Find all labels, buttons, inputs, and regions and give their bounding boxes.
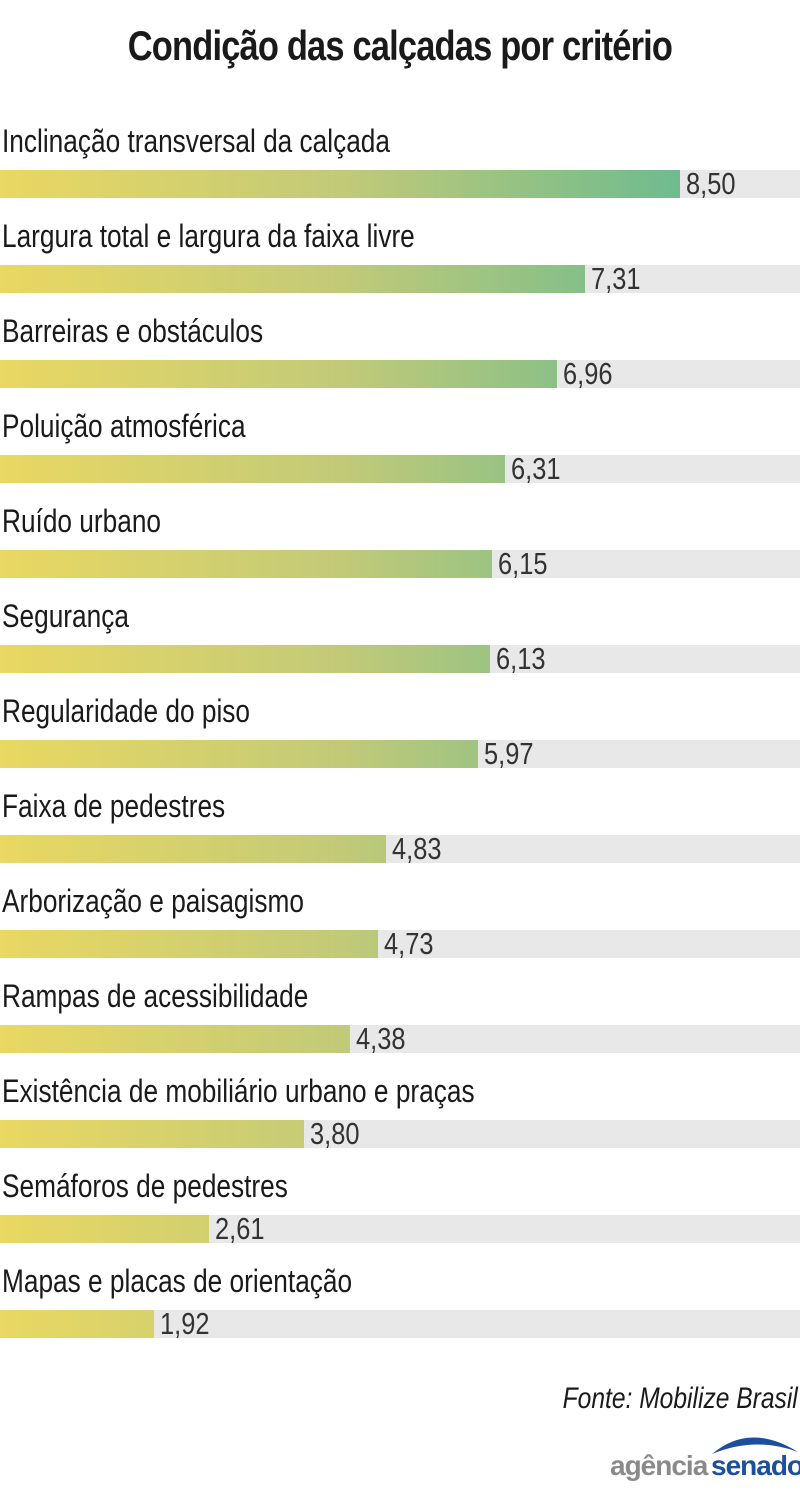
bar-track: 4,73 xyxy=(0,926,800,961)
bar-track: 4,83 xyxy=(0,831,800,866)
bar-track: 3,80 xyxy=(0,1116,800,1151)
bar-track: 4,38 xyxy=(0,1021,800,1056)
chart-title: Condição das calçadas por critério xyxy=(127,22,673,69)
value-label: 1,92 xyxy=(159,1306,210,1341)
bar xyxy=(0,455,505,483)
value-label: 6,15 xyxy=(498,546,548,581)
value-label: 4,73 xyxy=(384,926,434,961)
category-label: Barreiras e obstáculos xyxy=(2,313,264,349)
bar-row: Poluição atmosférica 6,31 xyxy=(0,408,800,498)
value-label: 6,13 xyxy=(496,641,546,676)
value-label: 5,97 xyxy=(483,736,534,771)
agencia-senado-logo: agência senado xyxy=(600,1430,800,1490)
bar-row: Semáforos de pedestres 2,61 xyxy=(0,1168,800,1258)
category-label: Inclinação transversal da calçada xyxy=(2,123,390,159)
bar-row: Segurança 6,13 xyxy=(0,598,800,688)
bar xyxy=(0,265,585,293)
value-label: 8,50 xyxy=(686,166,736,201)
source-note: Fonte: Mobilize Brasil xyxy=(562,1382,798,1415)
bar xyxy=(0,550,492,578)
bar-track: 6,13 xyxy=(0,641,800,676)
bar-track: 8,50 xyxy=(0,166,800,201)
logo-arc-icon xyxy=(712,1437,798,1454)
category-label: Mapas e placas de orientação xyxy=(2,1263,353,1299)
bar-track: 6,15 xyxy=(0,546,800,581)
bar-track: 7,31 xyxy=(0,261,800,296)
bar-row: Rampas de acessibilidade 4,38 xyxy=(0,978,800,1068)
bar xyxy=(0,1025,351,1053)
bar xyxy=(0,645,491,673)
bar-track: 5,97 xyxy=(0,736,800,771)
bar-row: Largura total e largura da faixa livre 7… xyxy=(0,218,800,308)
category-label: Ruído urbano xyxy=(2,503,162,539)
bar-row: Arborização e paisagismo 4,73 xyxy=(0,883,800,973)
bar-row: Mapas e placas de orientação 1,92 xyxy=(0,1263,800,1353)
value-label: 6,96 xyxy=(562,356,613,391)
category-label: Arborização e paisagismo xyxy=(2,883,304,919)
bar xyxy=(0,930,379,958)
bar xyxy=(0,1215,209,1243)
bar-row: Existência de mobiliário urbano e praças… xyxy=(0,1073,800,1163)
category-label: Rampas de acessibilidade xyxy=(2,978,309,1014)
category-label: Existência de mobiliário urbano e praças xyxy=(2,1073,475,1109)
bar xyxy=(0,1310,154,1338)
value-label: 6,31 xyxy=(510,451,561,486)
bar-row: Faixa de pedestres 4,83 xyxy=(0,788,800,878)
category-label: Poluição atmosférica xyxy=(2,408,246,444)
category-label: Largura total e largura da faixa livre xyxy=(2,218,415,254)
bar-row: Barreiras e obstáculos 6,96 xyxy=(0,313,800,403)
bar-track: 2,61 xyxy=(0,1211,800,1246)
category-label: Segurança xyxy=(2,598,129,634)
value-label: 4,38 xyxy=(356,1021,406,1056)
bar-track: 1,92 xyxy=(0,1306,800,1341)
bar-track: 6,96 xyxy=(0,356,800,391)
category-label: Regularidade do piso xyxy=(2,693,250,729)
bar xyxy=(0,835,387,863)
value-label: 7,31 xyxy=(590,261,641,296)
category-label: Faixa de pedestres xyxy=(2,788,226,824)
value-label: 3,80 xyxy=(310,1116,360,1151)
bar-track: 6,31 xyxy=(0,451,800,486)
value-label: 4,83 xyxy=(392,831,442,866)
category-label: Semáforos de pedestres xyxy=(2,1168,288,1204)
bar-row: Regularidade do piso 5,97 xyxy=(0,693,800,783)
bar xyxy=(0,740,478,768)
bar-row: Ruído urbano 6,15 xyxy=(0,503,800,593)
bar xyxy=(0,360,557,388)
value-label: 2,61 xyxy=(214,1211,265,1246)
bar xyxy=(0,170,680,198)
bar xyxy=(0,1120,304,1148)
bar-row: Inclinação transversal da calçada 8,50 xyxy=(0,123,800,213)
